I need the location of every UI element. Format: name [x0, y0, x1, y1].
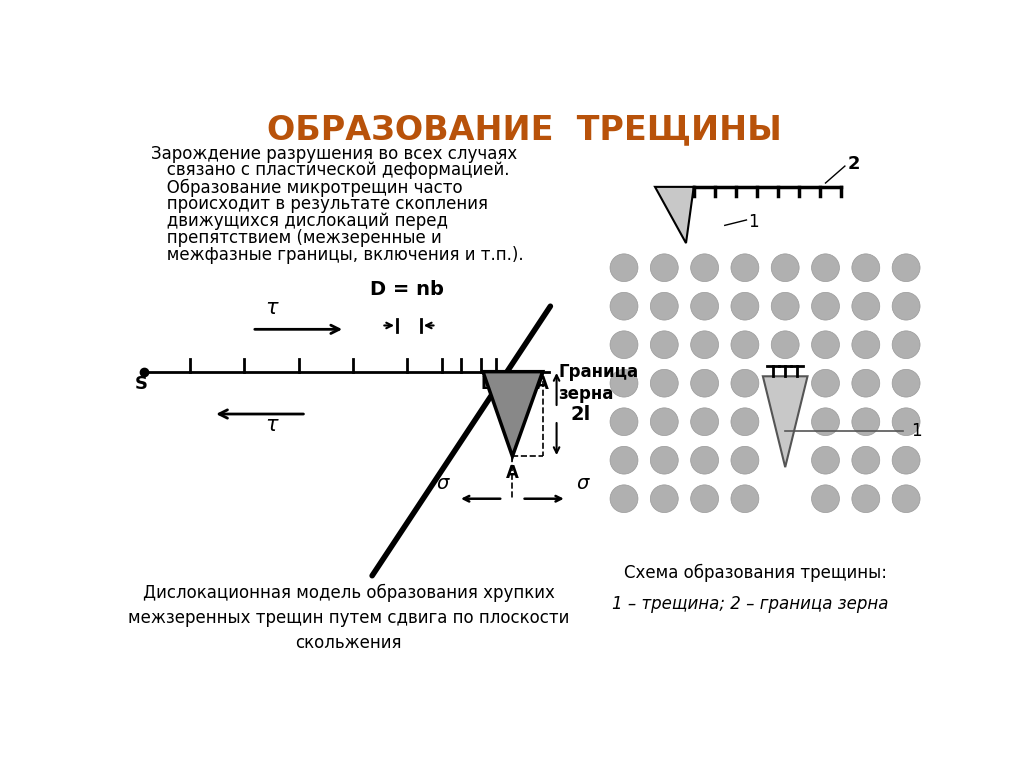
Circle shape: [933, 293, 961, 320]
Text: 1 – трещина; 2 – граница зерна: 1 – трещина; 2 – граница зерна: [612, 595, 889, 613]
Circle shape: [690, 408, 719, 435]
Circle shape: [690, 485, 719, 512]
Circle shape: [771, 331, 799, 359]
Circle shape: [731, 408, 759, 435]
Circle shape: [610, 293, 638, 320]
Circle shape: [812, 446, 840, 474]
Circle shape: [650, 408, 678, 435]
Text: Граница
зерна: Граница зерна: [558, 363, 638, 403]
Text: 2: 2: [847, 155, 860, 173]
Circle shape: [892, 369, 920, 397]
Circle shape: [812, 293, 840, 320]
Circle shape: [892, 254, 920, 282]
Circle shape: [933, 331, 961, 359]
Circle shape: [610, 485, 638, 512]
Circle shape: [771, 293, 799, 320]
Text: Дислокационная модель образования хрупких
межзеренных трещин путем сдвига по пло: Дислокационная модель образования хрупки…: [128, 584, 569, 652]
Text: ОБРАЗОВАНИЕ  ТРЕЩИНЫ: ОБРАЗОВАНИЕ ТРЕЩИНЫ: [267, 114, 782, 147]
Text: τ: τ: [265, 298, 278, 318]
Circle shape: [933, 369, 961, 397]
Text: σ: σ: [436, 475, 449, 494]
Circle shape: [852, 446, 880, 474]
Circle shape: [650, 369, 678, 397]
Circle shape: [731, 293, 759, 320]
Text: A: A: [537, 375, 549, 392]
Circle shape: [731, 369, 759, 397]
Circle shape: [852, 293, 880, 320]
Text: B: B: [480, 375, 494, 392]
Text: Схема образования трещины:: Схема образования трещины:: [624, 564, 887, 582]
Circle shape: [892, 293, 920, 320]
Circle shape: [650, 331, 678, 359]
Circle shape: [731, 485, 759, 512]
Circle shape: [852, 408, 880, 435]
Polygon shape: [655, 187, 693, 243]
Circle shape: [690, 446, 719, 474]
Polygon shape: [763, 376, 808, 467]
Circle shape: [610, 254, 638, 282]
Circle shape: [610, 331, 638, 359]
Text: происходит в результате скопления: происходит в результате скопления: [152, 195, 488, 214]
Circle shape: [892, 485, 920, 512]
Circle shape: [933, 254, 961, 282]
Circle shape: [933, 485, 961, 512]
Circle shape: [812, 369, 840, 397]
Text: межфазные границы, включения и т.п.).: межфазные границы, включения и т.п.).: [152, 247, 524, 264]
Text: движущихся дислокаций перед: движущихся дислокаций перед: [152, 212, 449, 230]
Text: Зарождение разрушения во всех случаях: Зарождение разрушения во всех случаях: [152, 144, 517, 163]
Circle shape: [690, 331, 719, 359]
Text: D = nb: D = nb: [370, 280, 444, 299]
Circle shape: [812, 254, 840, 282]
Text: препятствием (межзеренные и: препятствием (межзеренные и: [152, 229, 442, 247]
Circle shape: [933, 408, 961, 435]
Circle shape: [852, 485, 880, 512]
Text: S: S: [135, 375, 147, 392]
Circle shape: [812, 485, 840, 512]
Circle shape: [610, 446, 638, 474]
Circle shape: [690, 369, 719, 397]
Circle shape: [812, 408, 840, 435]
Circle shape: [892, 331, 920, 359]
Circle shape: [852, 331, 880, 359]
Circle shape: [731, 254, 759, 282]
Circle shape: [852, 254, 880, 282]
Text: Образование микротрещин часто: Образование микротрещин часто: [152, 178, 463, 197]
Circle shape: [650, 254, 678, 282]
Text: 2l: 2l: [570, 405, 591, 423]
Circle shape: [892, 408, 920, 435]
Circle shape: [690, 293, 719, 320]
Circle shape: [650, 485, 678, 512]
Text: A: A: [506, 464, 519, 482]
Circle shape: [610, 369, 638, 397]
Text: σ: σ: [575, 475, 589, 494]
Circle shape: [852, 369, 880, 397]
Circle shape: [933, 446, 961, 474]
Circle shape: [690, 254, 719, 282]
Text: 1: 1: [748, 213, 759, 230]
Polygon shape: [483, 372, 543, 456]
Circle shape: [650, 446, 678, 474]
Circle shape: [812, 331, 840, 359]
Circle shape: [771, 254, 799, 282]
Circle shape: [731, 331, 759, 359]
Circle shape: [731, 446, 759, 474]
Circle shape: [610, 408, 638, 435]
Circle shape: [892, 446, 920, 474]
Text: 1: 1: [910, 422, 922, 440]
Text: связано с пластической деформацией.: связано с пластической деформацией.: [152, 161, 510, 180]
Text: τ: τ: [265, 415, 278, 435]
Circle shape: [650, 293, 678, 320]
